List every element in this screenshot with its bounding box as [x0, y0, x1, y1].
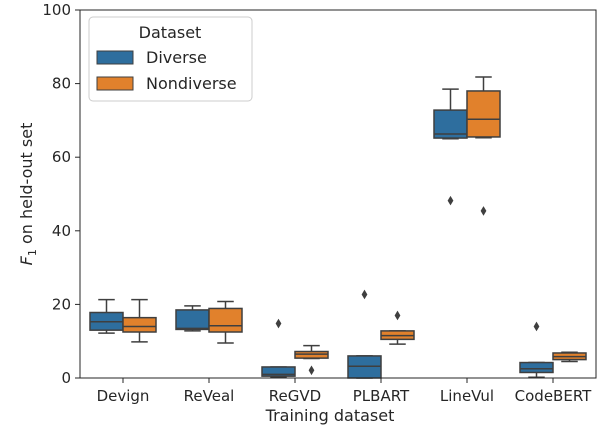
- axes-frame: [79, 9, 597, 379]
- legend-swatch-diverse: [96, 50, 134, 65]
- box-diverse-codebert: [519, 321, 554, 379]
- x-tick-label-devign: Devign: [97, 387, 150, 405]
- x-tick-label-reveal: ReVeal: [184, 387, 235, 405]
- y-tick-label-4: 80: [52, 75, 71, 93]
- x-tick-label-codebert: CodeBERT: [515, 387, 593, 405]
- box-diverse-linevul: [433, 88, 468, 206]
- outlier-nondiverse-regvd-0: [308, 365, 315, 376]
- box-diverse-devign: [89, 298, 124, 334]
- box-diverse-reveal: [175, 305, 210, 332]
- box-nondiverse-regvd: [294, 344, 329, 376]
- box-nondiverse-plbart: [380, 310, 415, 345]
- box-body-nondiverse-linevul: [466, 90, 501, 138]
- box-body-diverse-reveal: [175, 309, 210, 331]
- x-axis-label: Training dataset: [265, 406, 395, 425]
- box-nondiverse-devign: [122, 298, 157, 343]
- outlier-diverse-codebert-0: [533, 321, 540, 332]
- box-diverse-regvd: [261, 318, 296, 378]
- outlier-nondiverse-plbart-0: [394, 310, 401, 321]
- legend-label-diverse: Diverse: [146, 48, 207, 67]
- y-axis-label-main: F: [17, 255, 36, 265]
- box-nondiverse-reveal: [208, 300, 243, 344]
- y-tick-label-3: 60: [52, 148, 71, 166]
- y-tick-label-1: 20: [52, 295, 71, 313]
- box-nondiverse-linevul: [466, 76, 501, 216]
- legend-swatch-nondiverse: [96, 76, 134, 91]
- axes: 0 20 40 60 80 100 Devign ReVeal ReGVD PLBART LineV…: [42, 1, 597, 405]
- y-tick-label-0: 0: [61, 369, 71, 387]
- plot-area: [89, 76, 587, 379]
- box-body-diverse-codebert: [519, 361, 554, 374]
- box-body-diverse-regvd: [261, 366, 296, 377]
- x-tick-label-regvd: ReGVD: [269, 387, 321, 405]
- legend-label-nondiverse: Nondiverse: [146, 74, 237, 93]
- box-diverse-plbart: [347, 289, 382, 379]
- y-tick-label-5: 100: [42, 1, 71, 19]
- y-axis-label-subscript: 1: [26, 249, 39, 256]
- outlier-nondiverse-linevul-0: [480, 206, 487, 216]
- legend-title: Dataset: [139, 23, 202, 42]
- x-tick-label-plbart: PLBART: [353, 387, 410, 405]
- box-body-nondiverse-reveal: [208, 307, 243, 333]
- y-axis-label: F1 on held-out set: [17, 123, 39, 266]
- x-tick-label-linevul: LineVul: [440, 387, 494, 405]
- outlier-diverse-regvd-0: [275, 318, 282, 329]
- y-tick-label-2: 40: [52, 222, 71, 240]
- legend: Dataset Diverse Nondiverse: [88, 16, 253, 102]
- outlier-diverse-plbart-0: [361, 289, 368, 300]
- y-axis-label-suffix: on held-out set: [17, 123, 36, 250]
- box-nondiverse-codebert: [552, 351, 587, 363]
- box-body-nondiverse-devign: [122, 316, 157, 333]
- outlier-diverse-linevul-0: [447, 195, 454, 206]
